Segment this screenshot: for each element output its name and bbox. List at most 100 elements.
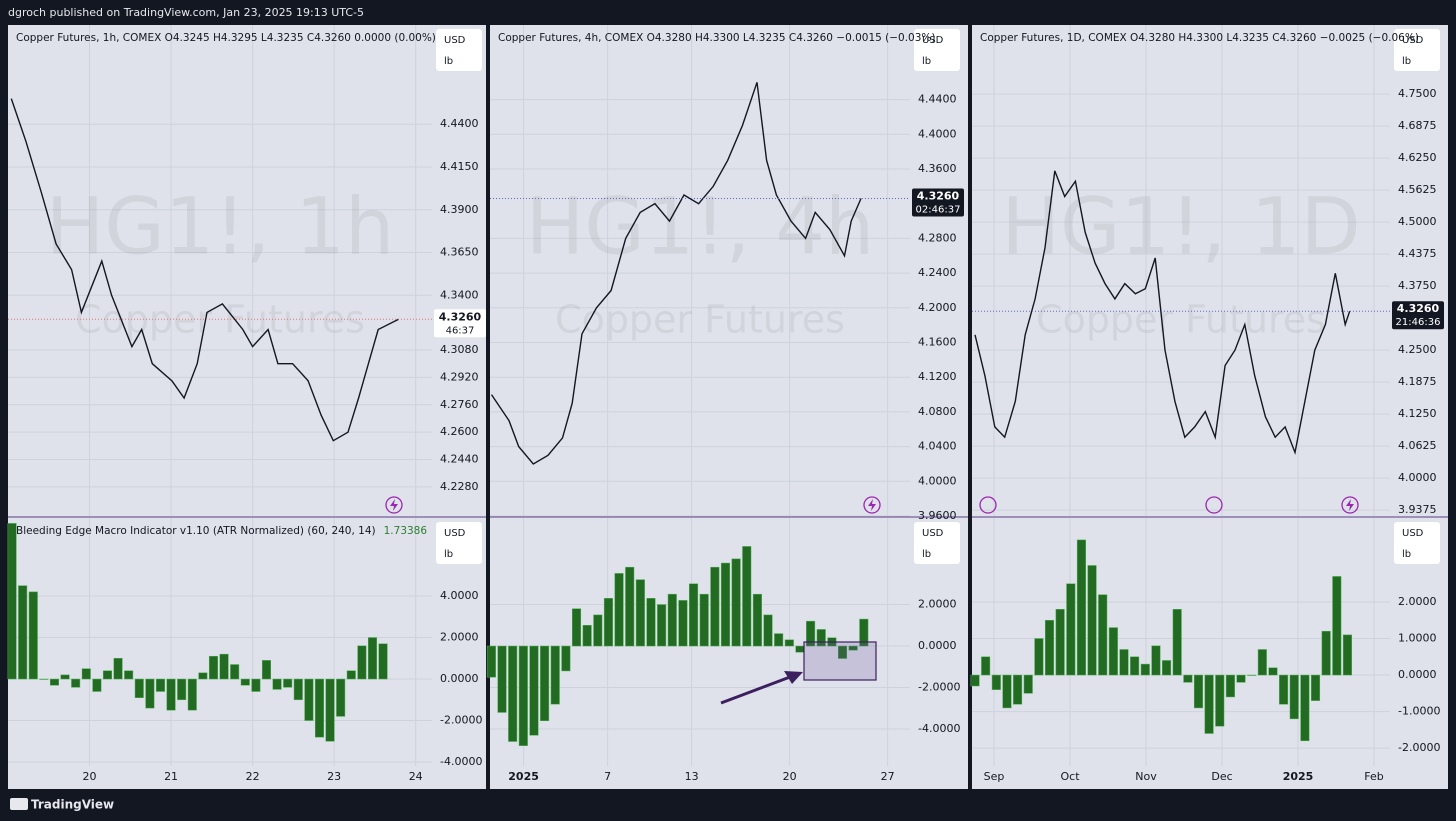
y-tick-label: 4.1200 [918, 370, 957, 383]
last-price-label: 4.3260 [439, 310, 482, 323]
histogram-bar [1023, 674, 1033, 694]
histogram-bar [731, 558, 741, 647]
unit-box [1394, 522, 1440, 564]
y-tick-label: 4.3400 [440, 288, 479, 301]
histogram-bar [113, 658, 123, 680]
histogram-bar [1342, 634, 1352, 676]
x-tick-label: Sep [984, 770, 1005, 783]
y-tick-label: 4.2500 [1398, 343, 1437, 356]
arrow-head [784, 671, 803, 684]
watermark: HG1!, 1h [46, 182, 395, 272]
histogram-bar [1098, 594, 1108, 676]
histogram-bar [582, 625, 592, 647]
unit: lb [444, 56, 453, 67]
histogram-bar [1108, 627, 1118, 676]
histogram-bar [1215, 674, 1225, 727]
histogram-bar [187, 678, 197, 711]
histogram-bar [261, 660, 271, 680]
y-tick-label: -4.0000 [918, 722, 960, 735]
event-icon[interactable] [1205, 496, 1223, 514]
histogram-bar [1321, 630, 1331, 676]
x-tick-label: Nov [1135, 770, 1157, 783]
histogram-bar [357, 645, 367, 680]
histogram-bar [497, 645, 507, 713]
y-tick-label: 4.1875 [1398, 375, 1437, 388]
countdown: 02:46:37 [916, 204, 961, 215]
histogram-bar [859, 618, 869, 647]
y-tick-label: 3.9375 [1398, 503, 1437, 516]
histogram-bar [1119, 649, 1129, 676]
unit-box [436, 29, 482, 71]
histogram-bar [635, 579, 645, 647]
y-tick-label: 4.0800 [918, 405, 957, 418]
unit: lb [922, 549, 931, 560]
histogram-bar [1140, 663, 1150, 676]
y-tick-label: 4.3750 [1398, 279, 1437, 292]
histogram-bar [774, 633, 784, 647]
alert-bolt [390, 499, 398, 511]
histogram-bar [124, 670, 134, 680]
alert-bolt [1346, 499, 1354, 511]
alert-icon[interactable] [863, 496, 881, 514]
y-tick-label: 4.2920 [440, 370, 479, 383]
currency: USD [1402, 35, 1424, 46]
histogram-bar [1183, 674, 1193, 683]
alert-icon[interactable] [1341, 496, 1359, 514]
y-tick-label: 4.0000 [440, 589, 479, 602]
x-tick-label: 24 [409, 770, 423, 783]
histogram-bar [486, 645, 496, 678]
histogram-bar [991, 674, 1001, 690]
histogram-bar [678, 600, 688, 647]
histogram-bar [1002, 674, 1012, 709]
histogram-bar [806, 620, 816, 647]
histogram-bar [646, 598, 656, 647]
y-tick-label: 0.0000 [1398, 668, 1437, 681]
histogram-bar [593, 614, 603, 647]
histogram-bar [145, 678, 155, 709]
y-tick-label: 4.0400 [918, 440, 957, 453]
histogram-bar [720, 562, 730, 647]
y-tick-label: 2.0000 [918, 598, 957, 611]
last-price-label: 4.3260 [917, 189, 960, 202]
currency: USD [922, 35, 944, 46]
histogram-bar [518, 645, 528, 746]
currency: USD [922, 528, 944, 539]
histogram-bar [166, 678, 176, 711]
y-tick-label: 0.0000 [440, 672, 479, 685]
y-tick-label: 4.4150 [440, 160, 479, 173]
countdown: 21:46:36 [1396, 317, 1441, 328]
histogram-bar [81, 668, 91, 680]
x-tick-label: Dec [1211, 770, 1232, 783]
histogram-bar [92, 678, 102, 692]
alert-icon[interactable] [385, 496, 403, 514]
y-tick-label: 4.4400 [440, 117, 479, 130]
footer-brand[interactable]: TradingView [31, 798, 114, 812]
y-tick-label: 4.2400 [918, 266, 957, 279]
unit: lb [444, 549, 453, 560]
event-icon[interactable] [979, 496, 997, 514]
unit-box [914, 29, 960, 71]
y-tick-label: 2.0000 [1398, 595, 1437, 608]
chart-legend: Copper Futures, 1D, COMEX O4.3280 H4.330… [980, 32, 1419, 44]
histogram-bar [1247, 674, 1257, 676]
indicator-value: 1.73386 [384, 525, 428, 537]
histogram-bar [336, 678, 346, 717]
y-tick-label: 4.4000 [918, 127, 957, 140]
currency: USD [444, 528, 466, 539]
y-tick-label: 4.3080 [440, 343, 479, 356]
pane-background [972, 25, 1448, 789]
y-tick-label: -1.0000 [1398, 705, 1440, 718]
histogram-bar [550, 645, 560, 705]
watermark-sub: Copper Futures [75, 298, 365, 342]
histogram-bar [1204, 674, 1214, 734]
histogram-bar [1130, 656, 1140, 676]
price-line [10, 98, 399, 442]
y-tick-label: 3.9600 [918, 509, 957, 522]
publish-info: dgroch published on TradingView.com, Jan… [8, 6, 364, 19]
unit-box [1394, 29, 1440, 71]
histogram-bar [1279, 674, 1289, 705]
histogram-bar [1034, 638, 1044, 676]
unit-box [436, 522, 482, 564]
histogram-bar [603, 598, 613, 647]
